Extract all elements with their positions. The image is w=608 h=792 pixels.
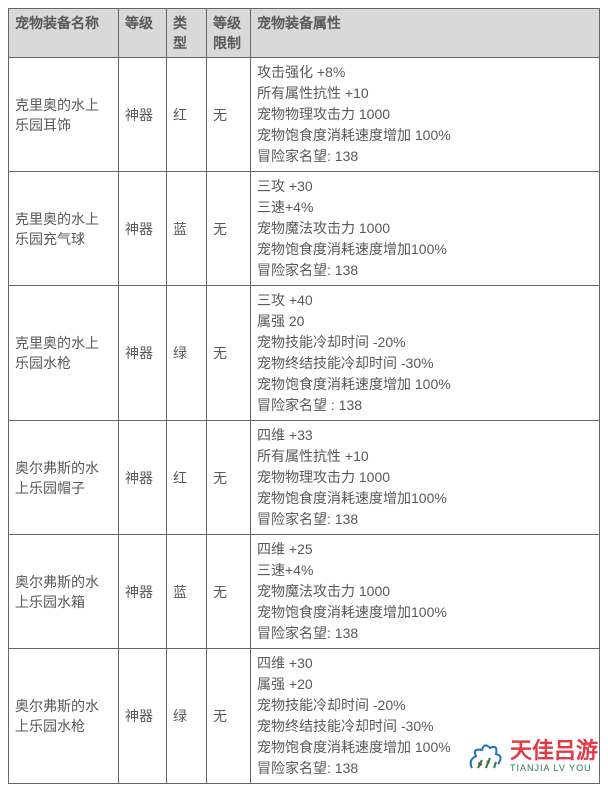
pet-equipment-table: 宠物装备名称 等级 类型 等级限制 宠物装备属性 克里奥的水上乐园耳饰神器红无攻…	[8, 8, 600, 784]
cell-grade: 神器	[119, 649, 167, 784]
cell-name: 奥尔弗斯的水上乐园水箱	[9, 535, 119, 649]
cell-limit: 无	[207, 286, 251, 421]
cell-attr: 攻击强化 +8%所有属性抗性 +10宠物物理攻击力 1000宠物饱食度消耗速度增…	[251, 58, 600, 172]
cell-type: 蓝	[167, 535, 207, 649]
table-row: 克里奥的水上乐园充气球神器蓝无三攻 +30三速+4%宠物魔法攻击力 1000宠物…	[9, 172, 600, 286]
cell-limit: 无	[207, 172, 251, 286]
header-type: 类型	[167, 9, 207, 58]
cell-grade: 神器	[119, 286, 167, 421]
cell-attr: 三攻 +40属强 20宠物技能冷却时间 -20%宠物终结技能冷却时间 -30%宠…	[251, 286, 600, 421]
table-row: 奥尔弗斯的水上乐园水箱神器蓝无四维 +25三速+4%宠物魔法攻击力 1000宠物…	[9, 535, 600, 649]
cell-name: 克里奥的水上乐园耳饰	[9, 58, 119, 172]
cell-name: 奥尔弗斯的水上乐园水枪	[9, 649, 119, 784]
cell-limit: 无	[207, 58, 251, 172]
header-name: 宠物装备名称	[9, 9, 119, 58]
header-grade: 等级	[119, 9, 167, 58]
cell-limit: 无	[207, 535, 251, 649]
cell-limit: 无	[207, 649, 251, 784]
cell-type: 红	[167, 421, 207, 535]
cell-attr: 四维 +25三速+4%宠物魔法攻击力 1000宠物饱食度消耗速度增加100%冒险…	[251, 535, 600, 649]
cell-grade: 神器	[119, 535, 167, 649]
header-attr: 宠物装备属性	[251, 9, 600, 58]
cell-type: 蓝	[167, 172, 207, 286]
cell-name: 克里奥的水上乐园水枪	[9, 286, 119, 421]
cell-grade: 神器	[119, 172, 167, 286]
cell-attr: 四维 +33所有属性抗性 +10宠物物理攻击力 1000宠物饱食度消耗速度增加1…	[251, 421, 600, 535]
cell-attr: 四维 +30属强 +20宠物技能冷却时间 -20%宠物终结技能冷却时间 -30%…	[251, 649, 600, 784]
table-row: 奥尔弗斯的水上乐园水枪神器绿无四维 +30属强 +20宠物技能冷却时间 -20%…	[9, 649, 600, 784]
table-row: 克里奥的水上乐园耳饰神器红无攻击强化 +8%所有属性抗性 +10宠物物理攻击力 …	[9, 58, 600, 172]
cell-name: 奥尔弗斯的水上乐园帽子	[9, 421, 119, 535]
cell-grade: 神器	[119, 58, 167, 172]
cell-name: 克里奥的水上乐园充气球	[9, 172, 119, 286]
header-limit: 等级限制	[207, 9, 251, 58]
table-header-row: 宠物装备名称 等级 类型 等级限制 宠物装备属性	[9, 9, 600, 58]
cell-type: 红	[167, 58, 207, 172]
cell-type: 绿	[167, 286, 207, 421]
cell-limit: 无	[207, 421, 251, 535]
cell-attr: 三攻 +30三速+4%宠物魔法攻击力 1000宠物饱食度消耗速度增加100%冒险…	[251, 172, 600, 286]
table-row: 克里奥的水上乐园水枪神器绿无三攻 +40属强 20宠物技能冷却时间 -20%宠物…	[9, 286, 600, 421]
table-row: 奥尔弗斯的水上乐园帽子神器红无四维 +33所有属性抗性 +10宠物物理攻击力 1…	[9, 421, 600, 535]
cell-grade: 神器	[119, 421, 167, 535]
cell-type: 绿	[167, 649, 207, 784]
